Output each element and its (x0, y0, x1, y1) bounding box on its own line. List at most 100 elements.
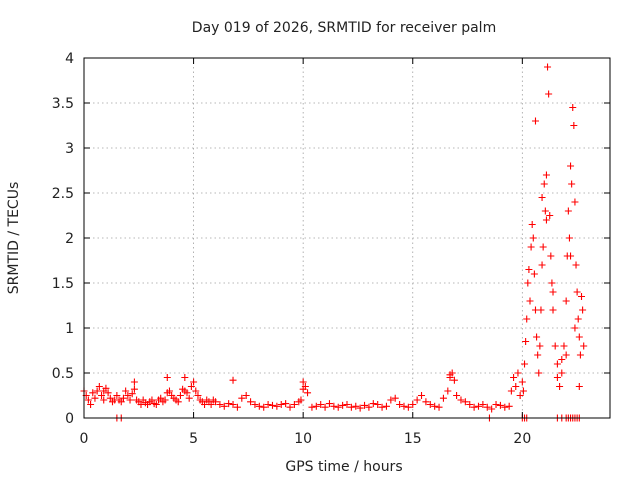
data-point (450, 376, 458, 384)
data-point (404, 403, 412, 411)
data-point (521, 360, 529, 368)
data-point (137, 401, 145, 408)
data-point (282, 400, 290, 408)
data-point (119, 394, 127, 402)
data-point (553, 360, 561, 368)
data-point (216, 401, 224, 408)
data-point (548, 279, 556, 287)
data-point (556, 383, 564, 390)
data-point (369, 400, 377, 408)
data-point (89, 389, 97, 397)
data-point (568, 180, 576, 188)
data-point (157, 394, 165, 402)
data-point (538, 194, 546, 201)
data-point (426, 401, 434, 408)
data-point (457, 396, 465, 404)
data-point (528, 221, 536, 228)
data-point (255, 402, 263, 410)
y-tick-label: 2.5 (52, 186, 74, 202)
data-point (524, 279, 532, 287)
data-point (529, 234, 537, 242)
data-point (290, 401, 298, 408)
data-point (87, 401, 95, 408)
data-point (277, 401, 285, 408)
data-point (523, 315, 531, 323)
data-point (152, 401, 160, 408)
data-point (273, 402, 281, 410)
data-point (387, 396, 395, 404)
data-point (343, 401, 351, 408)
data-point (510, 374, 518, 381)
data-point (374, 401, 382, 408)
data-point (312, 402, 320, 410)
data-point (91, 394, 99, 402)
data-point (538, 261, 546, 269)
data-point (505, 402, 513, 410)
chart-title: Day 019 of 2026, SRMTID for receiver pal… (192, 20, 496, 36)
data-point (483, 403, 491, 411)
data-point (444, 387, 452, 395)
data-point (569, 104, 577, 111)
data-point (242, 392, 250, 399)
data-point (576, 351, 584, 359)
data-point (301, 383, 309, 390)
x-tick-label: 20 (513, 431, 531, 447)
data-point (352, 402, 360, 410)
data-point (518, 378, 526, 386)
data-point (488, 405, 496, 413)
data-point (526, 297, 534, 305)
data-point (446, 371, 454, 379)
data-point (574, 315, 582, 323)
data-point (391, 394, 399, 402)
data-point (544, 63, 552, 71)
data-point (268, 401, 276, 409)
data-point (161, 396, 169, 404)
data-point (535, 369, 543, 377)
data-point (148, 396, 156, 404)
data-point (183, 389, 191, 397)
data-point (546, 212, 554, 219)
data-point (466, 401, 474, 408)
data-point (117, 398, 125, 406)
data-point (558, 356, 566, 363)
data-point (124, 392, 132, 399)
data-point (308, 403, 316, 411)
data-point (570, 122, 578, 129)
data-point (100, 396, 108, 404)
data-point (537, 306, 545, 314)
data-point (229, 376, 237, 384)
grid-lines (84, 58, 610, 418)
data-point (334, 403, 342, 411)
data-point (378, 403, 386, 411)
data-point (551, 342, 559, 350)
data-point (470, 403, 478, 411)
data-point (260, 403, 268, 411)
data-point (325, 400, 333, 408)
data-point (339, 401, 347, 409)
data-point (122, 387, 130, 395)
data-point (400, 402, 408, 410)
data-point (304, 389, 312, 397)
data-point (165, 387, 173, 395)
data-points (80, 63, 588, 422)
data-point (409, 401, 417, 408)
x-tick-label: 5 (189, 431, 198, 447)
data-point (475, 402, 482, 410)
data-point (547, 252, 555, 260)
data-point (549, 288, 557, 296)
data-point (512, 383, 520, 390)
data-point (564, 207, 572, 215)
data-point (321, 403, 329, 411)
data-point (522, 338, 530, 345)
data-point (247, 398, 255, 406)
data-point (361, 401, 369, 409)
data-point (507, 387, 515, 395)
data-point (553, 374, 561, 381)
data-point (201, 401, 209, 408)
x-tick-label: 15 (404, 431, 422, 447)
data-point (286, 403, 294, 411)
data-point (192, 387, 200, 395)
data-point (130, 378, 138, 386)
data-point (580, 342, 588, 350)
